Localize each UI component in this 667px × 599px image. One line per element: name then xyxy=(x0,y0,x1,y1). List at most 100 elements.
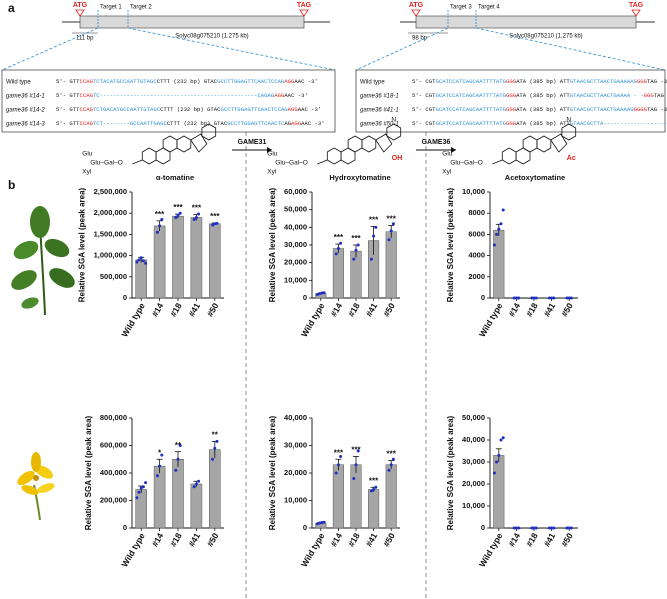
significance: *** xyxy=(192,204,202,213)
structure-ring xyxy=(550,133,568,153)
structure-ring xyxy=(326,147,342,165)
data-point xyxy=(158,464,162,468)
data-point xyxy=(547,296,551,300)
sequence-segment: ATA (385 bp) ATT xyxy=(516,120,570,127)
data-point xyxy=(499,222,503,226)
y-tick-label: 60,000 xyxy=(284,187,307,196)
sequence-segment: 5'- CGT xyxy=(412,120,436,127)
flower-image xyxy=(17,452,55,521)
row-label: Wild type xyxy=(360,80,385,86)
significance: *** xyxy=(369,476,379,485)
significance: *** xyxy=(387,450,397,459)
sequence-segment: GGG xyxy=(644,92,655,99)
data-point xyxy=(334,471,338,475)
x-tick-label: #50 xyxy=(205,301,221,319)
data-point xyxy=(356,243,360,247)
data-point xyxy=(514,526,518,530)
data-point xyxy=(336,247,340,251)
sugar-label: Glu–Gal–O xyxy=(275,160,308,167)
data-point xyxy=(174,468,178,472)
bar xyxy=(190,217,203,299)
data-point xyxy=(155,474,159,478)
bar xyxy=(172,215,184,299)
data-point xyxy=(137,490,141,494)
sequence-segment: GCATCCATCAGCAATTTTATG xyxy=(436,78,507,85)
enzyme-label: GAME36 xyxy=(422,139,451,146)
data-point xyxy=(354,248,358,252)
sequence-segment: AAC -3' xyxy=(294,78,318,85)
sequence-segment: GCCTTGGAGTTCAACTCCAG xyxy=(217,78,285,85)
data-point xyxy=(495,460,499,464)
data-point xyxy=(135,496,139,500)
data-point xyxy=(137,258,141,262)
structure-ring xyxy=(375,133,393,153)
sequence-segment: TCTACATGCCAATTGTAGC xyxy=(93,78,157,85)
data-point xyxy=(374,485,378,489)
structure-ring xyxy=(162,135,178,153)
data-point xyxy=(532,296,536,300)
data-point xyxy=(565,296,569,300)
data-point xyxy=(374,225,378,229)
sequence-segment: CCAG xyxy=(80,78,94,85)
sequence-segment: TCTGACATGCCAATTGTAGC xyxy=(93,106,161,113)
x-tick-label: #41 xyxy=(364,301,380,319)
sequence-segment: G xyxy=(634,106,638,113)
x-tick-label: #14 xyxy=(506,531,522,549)
bar xyxy=(135,489,147,529)
data-point xyxy=(197,212,201,216)
data-point xyxy=(517,526,521,530)
data-point xyxy=(495,232,499,236)
bar xyxy=(135,259,147,299)
gene-label: Solyc08g075210 (1.275 kb) xyxy=(175,34,248,40)
structure-ring xyxy=(176,135,192,153)
y-tick-label: 1,500,000 xyxy=(94,229,127,238)
sequence: 5'- GTTCCAGTCTGACATGCCAATTGTAGCCTTT (232… xyxy=(56,106,321,113)
sequence-segment: GTAACGCTTAACTGAAAAG xyxy=(570,106,634,113)
bar xyxy=(172,459,184,529)
x-tick-label: #18 xyxy=(346,301,362,319)
data-point xyxy=(215,439,219,443)
bar xyxy=(190,483,203,529)
data-point xyxy=(139,256,143,260)
x-tick-label: #41 xyxy=(186,301,202,319)
structure-ring xyxy=(522,135,538,153)
data-point xyxy=(320,521,324,524)
sequence-segment: CTTT (232 bp) GTAC xyxy=(167,120,228,127)
x-tick-label: #14 xyxy=(328,531,344,549)
sequence-segment: 5'- GTT xyxy=(56,92,80,99)
sequence-segment: CTTT (232 bp) GTAC xyxy=(157,78,218,85)
sequence-segment: AAC -3' xyxy=(301,120,325,127)
y-tick-label: 2,000,000 xyxy=(94,208,127,217)
structure-ring xyxy=(347,135,363,153)
x-tick-label: #41 xyxy=(542,301,558,319)
structure-ring xyxy=(386,123,402,141)
data-point xyxy=(547,526,551,530)
data-point xyxy=(499,438,503,442)
data-point xyxy=(387,238,391,242)
sequence-segment: GTAACGCTTAACTGAAAA - - xyxy=(570,92,644,99)
y-tick-label: 6000 xyxy=(468,229,485,238)
y-tick-label: 0 xyxy=(303,293,307,302)
x-tick-label: #18 xyxy=(168,301,184,319)
y-tick-label: 2000 xyxy=(468,272,485,281)
structure-ring xyxy=(561,123,577,141)
atom-label: N xyxy=(566,117,571,124)
sequence-segment: -------- xyxy=(103,120,130,127)
bar xyxy=(332,464,344,529)
significance: *** xyxy=(334,233,344,242)
data-point xyxy=(530,526,534,530)
sequence-segment: 5'- CGT xyxy=(412,106,436,113)
sequence-segment: AGG xyxy=(284,78,295,85)
data-point xyxy=(160,453,164,457)
x-tick-label: #18 xyxy=(346,531,362,549)
data-point xyxy=(194,215,198,219)
data-point xyxy=(497,453,501,457)
leaf-image xyxy=(11,206,75,316)
data-point xyxy=(322,291,326,295)
x-tick-label: #14 xyxy=(328,301,344,319)
x-tick-label: #18 xyxy=(524,301,540,319)
data-point xyxy=(567,296,571,300)
y-tick-label: 4000 xyxy=(468,251,485,260)
data-point xyxy=(517,296,521,300)
y-tick-label: 0 xyxy=(303,523,307,532)
